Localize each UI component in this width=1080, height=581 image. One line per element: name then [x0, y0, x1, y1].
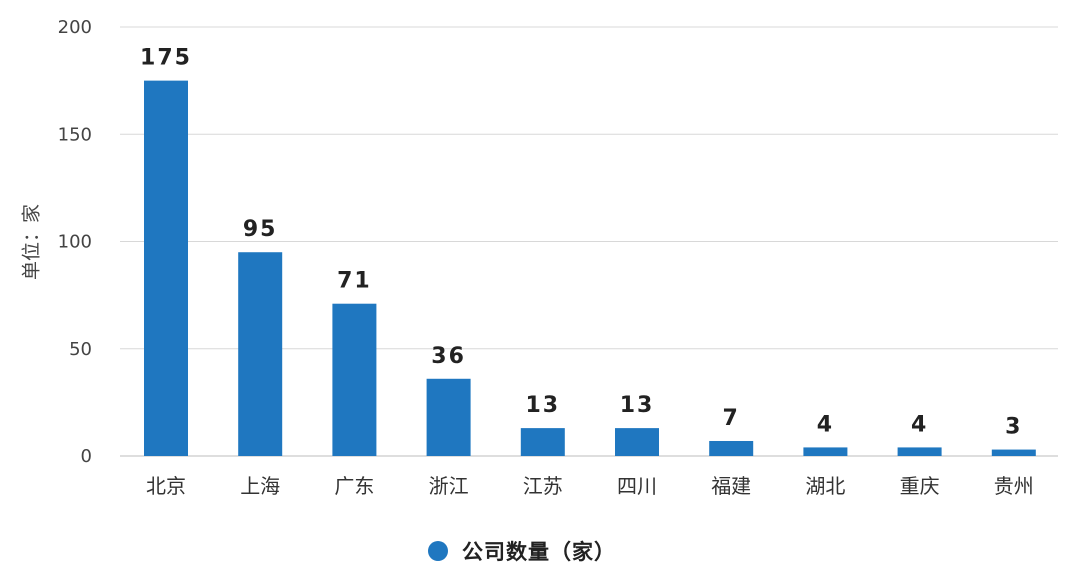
- y-tick-label: 150: [58, 124, 92, 145]
- bar: [238, 252, 283, 456]
- x-tick-label: 江苏: [523, 474, 563, 498]
- y-tick-layer: 0 50 100 150 200: [58, 17, 92, 467]
- x-tick-label: 四川: [617, 474, 657, 498]
- y-tick-label: 100: [58, 232, 92, 253]
- label-layer: 175 95 71 36 13 13 7 4 4 3: [140, 46, 1022, 440]
- x-tick-label: 湖北: [805, 474, 845, 498]
- data-label: 36: [431, 344, 466, 369]
- y-tick-label: 50: [69, 339, 92, 360]
- x-tick-label: 浙江: [429, 474, 469, 498]
- y-tick-label: 200: [58, 17, 92, 38]
- data-label: 4: [911, 412, 928, 437]
- y-tick-label: 0: [81, 446, 92, 467]
- x-tick-label: 上海: [240, 474, 280, 498]
- x-tick-label: 福建: [711, 474, 751, 498]
- bar: [897, 447, 942, 456]
- legend-swatch: [428, 541, 448, 561]
- data-label: 13: [525, 393, 560, 418]
- bar: [615, 428, 659, 456]
- x-tick-label: 贵州: [994, 474, 1034, 498]
- y-axis-title: 单位：家: [20, 203, 43, 281]
- data-label: 175: [140, 46, 192, 71]
- x-tick-label: 广东: [334, 474, 374, 498]
- data-label: 4: [817, 412, 834, 437]
- x-tick-label: 北京: [146, 474, 186, 498]
- legend-label: 公司数量（家）: [462, 540, 616, 564]
- bar: [426, 378, 471, 456]
- bar: [991, 449, 1036, 456]
- x-tick-layer: 北京 上海 广东 浙江 江苏 四川 福建 湖北 重庆 贵州: [146, 474, 1034, 498]
- data-label: 95: [243, 217, 278, 242]
- data-label: 71: [337, 269, 372, 294]
- data-label: 7: [723, 406, 740, 431]
- x-tick-label: 重庆: [900, 474, 940, 498]
- bar: [144, 80, 188, 456]
- data-label: 13: [620, 393, 655, 418]
- bar: [520, 428, 565, 456]
- legend: 公司数量（家）: [428, 536, 616, 566]
- bar: [803, 447, 848, 456]
- bar-layer: [144, 80, 1036, 456]
- data-label: 3: [1005, 415, 1022, 440]
- bar: [332, 303, 377, 456]
- bar: [709, 440, 754, 456]
